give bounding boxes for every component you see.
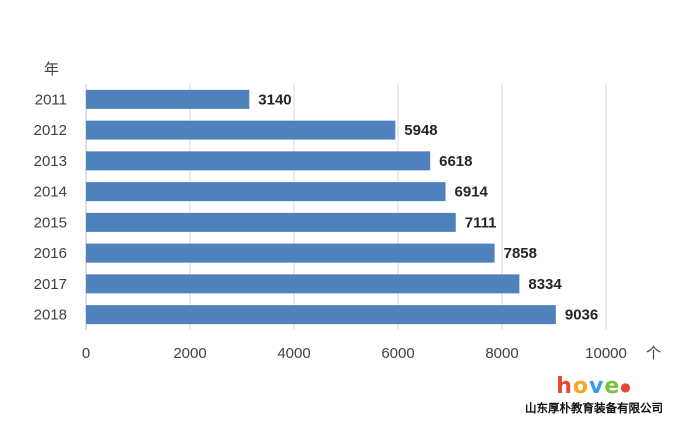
category-label-2016: 2016 bbox=[34, 245, 67, 262]
bar-2018 bbox=[86, 305, 556, 325]
category-label-2013: 2013 bbox=[34, 153, 67, 170]
bar-2017 bbox=[86, 274, 520, 294]
data-label-2011: 3140 bbox=[258, 91, 291, 108]
bar-2013 bbox=[86, 151, 431, 171]
logo-letter: v bbox=[589, 374, 605, 399]
x-tick-label: 0 bbox=[82, 345, 90, 362]
category-label-2018: 2018 bbox=[34, 307, 67, 324]
data-label-2016: 7858 bbox=[504, 245, 537, 262]
category-label-2012: 2012 bbox=[34, 122, 67, 139]
x-tick-labels: 0 2000 4000 6000 8000 10000 bbox=[82, 345, 627, 362]
x-tick-label: 6000 bbox=[381, 345, 414, 362]
bar-2012 bbox=[86, 120, 396, 140]
bar-2014 bbox=[86, 182, 446, 202]
x-tick-label: 2000 bbox=[173, 345, 206, 362]
bar-2016 bbox=[86, 243, 495, 263]
data-label-2018: 9036 bbox=[565, 307, 598, 324]
logo-letter: o bbox=[572, 374, 590, 399]
x-tick-label: 10000 bbox=[585, 345, 627, 362]
category-labels: 2011 2012 2013 2014 2015 2016 2017 2018 bbox=[34, 91, 67, 323]
category-label-2014: 2014 bbox=[34, 184, 67, 201]
company-name: 山东厚朴教育装备有限公司 bbox=[525, 401, 663, 415]
bar-2015 bbox=[86, 212, 456, 232]
y-axis-unit-label: 年 bbox=[44, 60, 59, 78]
data-label-2017: 8334 bbox=[528, 276, 562, 293]
data-label-2014: 6914 bbox=[455, 184, 489, 201]
category-label-2011: 2011 bbox=[35, 91, 67, 108]
category-label-2015: 2015 bbox=[34, 214, 67, 231]
logo-letter: e bbox=[604, 374, 621, 399]
logo-letter: h bbox=[556, 374, 573, 399]
bars bbox=[86, 89, 556, 325]
data-label-2015: 7111 bbox=[465, 214, 497, 231]
hove-logo: hove● bbox=[514, 376, 674, 398]
bar-2011 bbox=[86, 89, 250, 109]
category-label-2017: 2017 bbox=[34, 276, 67, 293]
x-tick-label: 8000 bbox=[485, 345, 518, 362]
data-label-2012: 5948 bbox=[404, 122, 437, 139]
x-tick-label: 4000 bbox=[277, 345, 310, 362]
data-label-2013: 6618 bbox=[439, 153, 472, 170]
x-axis-unit-label: 个 bbox=[646, 344, 661, 362]
company-watermark: hove● 山东厚朴教育装备有限公司 bbox=[514, 376, 674, 416]
logo-dot-icon: ● bbox=[620, 380, 632, 394]
